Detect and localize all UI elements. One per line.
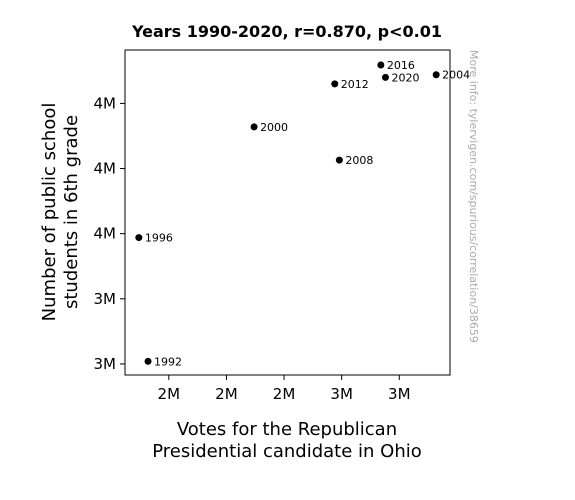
y-tick-label: 3M [94,290,117,308]
y-axis-label-line-2: students in 6th grade [61,115,82,309]
data-point-label: 1996 [145,232,173,245]
data-point-label: 2008 [345,154,373,167]
x-axis-label-line-1: Votes for the Republican [177,419,397,440]
y-tick-label: 4M [94,160,117,178]
data-point [135,234,143,242]
data-point [331,80,339,88]
plot-area [124,49,451,376]
data-point-label: 2012 [341,78,369,91]
x-axis-ticks: 2M 2M 2M 3M 3M [158,375,411,403]
watermark-text: More info: tylervigen.com/spurious/corre… [467,50,480,343]
y-tick-label: 4M [94,94,117,112]
data-point [250,123,258,131]
x-tick-label: 2M [273,385,296,403]
y-axis-label-line-1: Number of public school [39,103,60,322]
data-point [381,73,389,81]
y-tick-label: 4M [94,225,117,243]
data-point-label: 2000 [260,121,288,134]
chart-title: Years 1990-2020, r=0.870, p<0.01 [131,22,442,41]
data-point [144,357,152,365]
data-point-label: 1992 [154,355,182,368]
data-point [377,61,385,69]
data-point-label: 2016 [387,59,415,72]
data-point-label: 2004 [442,69,470,82]
x-tick-label: 2M [158,385,181,403]
data-point [335,156,343,164]
x-tick-label: 3M [388,385,411,403]
y-axis-ticks: 3M 3M 4M 4M 4M [94,94,125,373]
x-tick-label: 2M [215,385,238,403]
data-point-label: 2020 [391,71,419,84]
x-axis-label-line-2: Presidential candidate in Ohio [152,441,422,462]
data-point [432,71,440,79]
x-tick-label: 3M [330,385,353,403]
y-tick-label: 3M [94,355,117,373]
